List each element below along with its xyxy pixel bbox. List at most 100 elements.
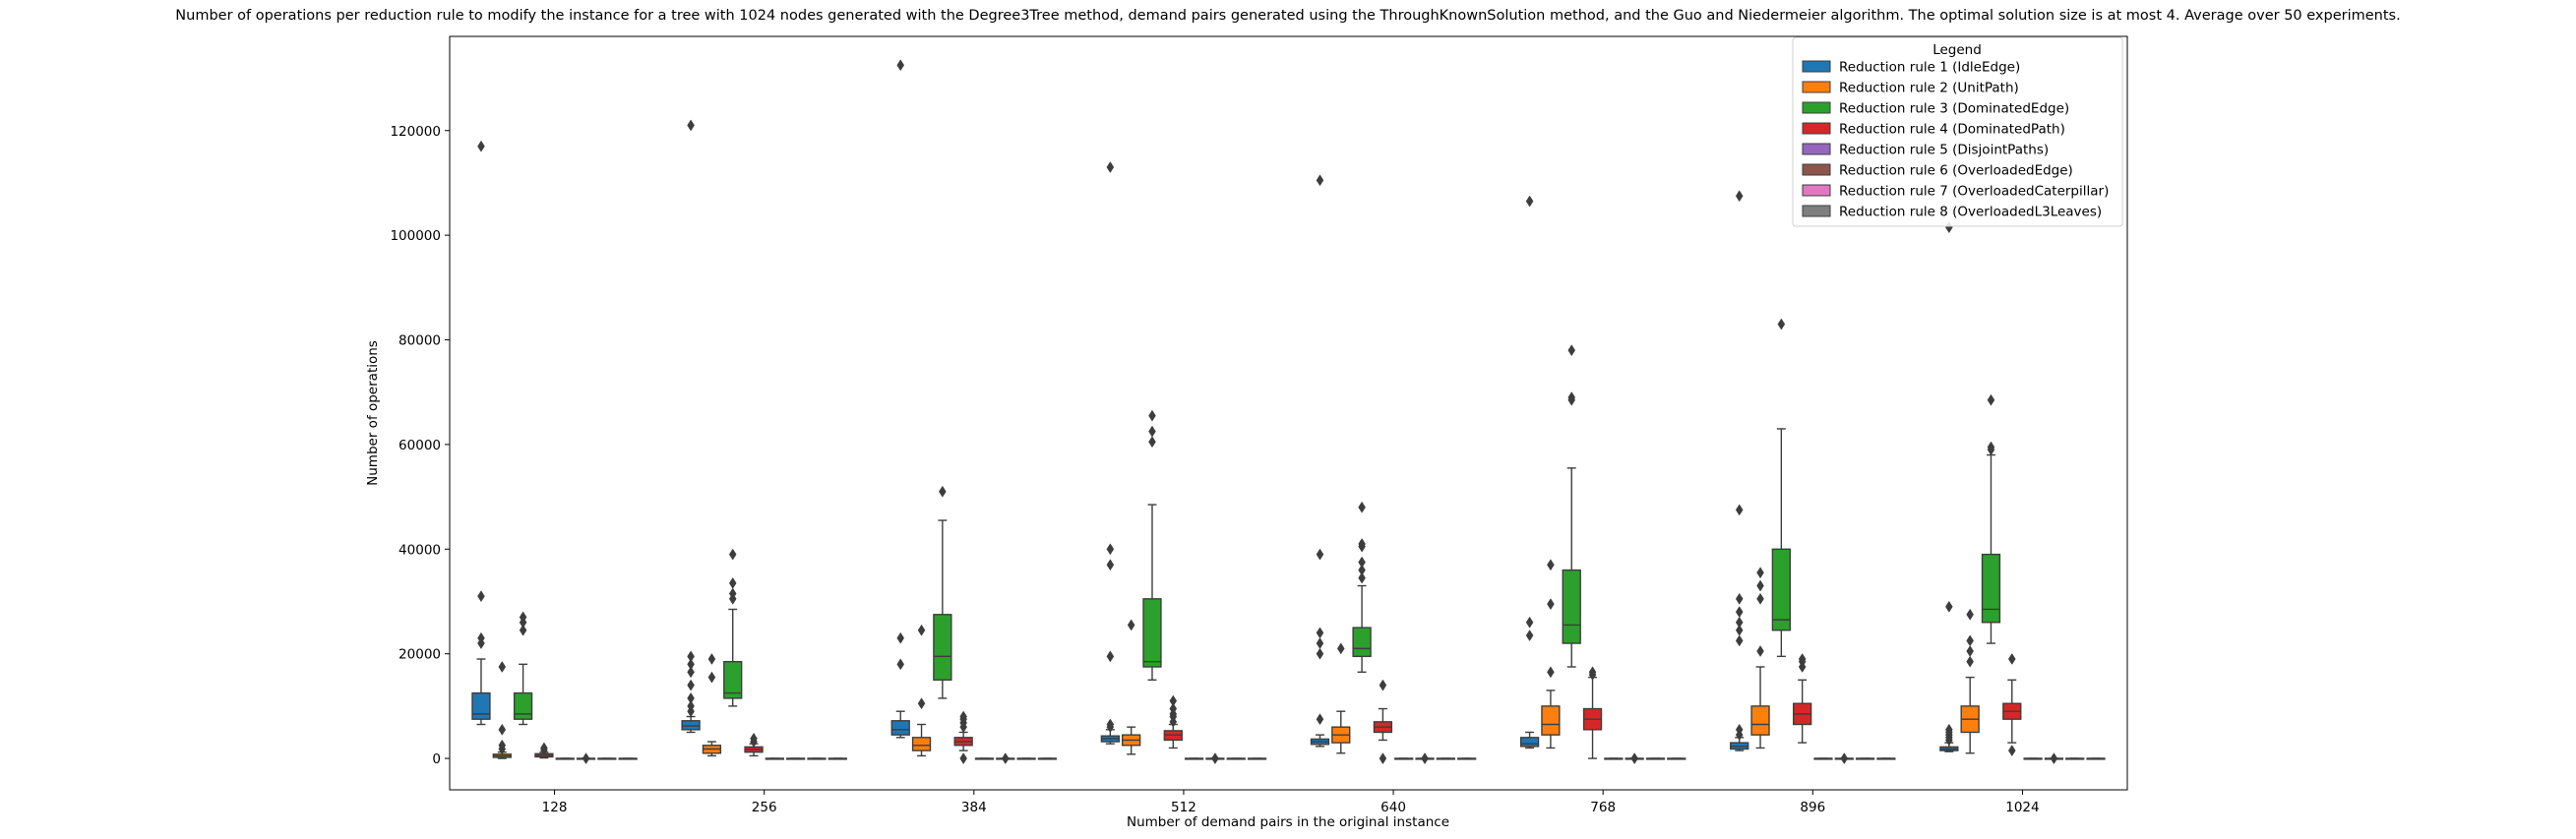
x-tick-label: 128	[542, 800, 568, 815]
outlier-point	[1735, 634, 1744, 647]
outlier-point	[1106, 543, 1115, 556]
outlier-point	[1127, 619, 1135, 631]
legend-label: Reduction rule 1 (IdleEdge)	[1839, 60, 2020, 76]
outlier-point	[1547, 559, 1555, 571]
outlier-point	[1735, 616, 1744, 629]
series-group	[492, 559, 1980, 759]
outlier-point	[1567, 391, 1576, 404]
outlier-point	[2007, 745, 2016, 757]
series-group	[618, 757, 2106, 760]
box	[933, 614, 952, 681]
outlier-point	[728, 548, 737, 561]
outlier-point	[687, 650, 695, 663]
outlier-point	[1945, 600, 1953, 613]
y-tick-label: 60000	[399, 438, 441, 453]
outlier-point	[1547, 598, 1555, 611]
outlier-point	[1756, 579, 1764, 592]
x-tick-label: 1024	[2005, 800, 2039, 815]
legend-swatch	[1802, 81, 1831, 93]
outlier-point	[498, 739, 507, 751]
box	[1981, 553, 2001, 624]
outlier-point	[1148, 436, 1156, 449]
outlier-point	[1756, 567, 1764, 579]
outlier-point	[477, 631, 485, 644]
outlier-point	[1630, 752, 1638, 765]
outlier-point	[707, 653, 716, 665]
outlier-point	[1735, 624, 1744, 636]
outlier-point	[1525, 629, 1534, 642]
outlier-point	[1148, 409, 1156, 422]
outlier-point	[1966, 655, 1974, 668]
outlier-point	[1525, 616, 1534, 629]
legend-swatch	[1802, 122, 1831, 135]
x-tick-label: 640	[1380, 800, 1406, 815]
outlier-point	[1316, 713, 1324, 726]
box	[1562, 569, 1581, 644]
outlier-point	[1358, 538, 1366, 550]
x-axis-label: Number of demand pairs in the original i…	[1127, 814, 1449, 830]
outlier-point	[1358, 564, 1366, 576]
plot-area	[449, 35, 2128, 791]
box	[1352, 627, 1372, 658]
legend-swatch	[1802, 60, 1831, 73]
y-axis-label: Number of operations	[365, 340, 381, 486]
outlier-point	[1148, 425, 1156, 438]
legend-swatch	[1802, 163, 1831, 176]
outlier-point	[896, 631, 905, 644]
y-tick-label: 40000	[399, 542, 441, 558]
chart-title: Number of operations per reduction rule …	[175, 8, 2400, 24]
series-group	[576, 752, 2064, 765]
outlier-point	[582, 752, 590, 765]
legend-label: Reduction rule 3 (DominatedEdge)	[1839, 101, 2069, 117]
outlier-point	[1966, 608, 1974, 621]
legend-label: Reduction rule 5 (DisjointPaths)	[1839, 143, 2049, 158]
outlier-point	[1525, 195, 1534, 208]
box	[890, 720, 910, 736]
outlier-point	[917, 697, 926, 710]
box	[1750, 705, 1770, 736]
outlier-point	[687, 679, 695, 691]
legend-label: Reduction rule 2 (UnitPath)	[1839, 81, 2019, 96]
x-tick-label: 384	[961, 800, 987, 815]
outlier-point	[1840, 752, 1849, 765]
outlier-point	[959, 710, 967, 723]
box	[1519, 737, 1540, 748]
outlier-point	[1379, 679, 1387, 691]
x-tick-label: 768	[1590, 800, 1616, 815]
outlier-point	[477, 140, 485, 152]
legend-frame	[1792, 36, 2123, 227]
outlier-point	[728, 576, 737, 589]
legend-swatch	[1802, 143, 1831, 155]
outlier-point	[1798, 653, 1807, 665]
outlier-point	[1987, 393, 1995, 406]
outlier-point	[1336, 642, 1345, 655]
outlier-point	[1358, 571, 1366, 584]
outlier-point	[1547, 666, 1555, 679]
outlier-point	[519, 611, 527, 624]
outlier-point	[1735, 592, 1744, 605]
outlier-point	[1567, 344, 1576, 357]
series-group	[471, 59, 1959, 752]
x-axis: 128 256 384 512 640 768 896 1024	[542, 790, 2040, 815]
outlier-point	[1106, 161, 1115, 173]
box-groups	[471, 59, 2106, 765]
outlier-point	[2007, 653, 2016, 665]
legend-label: Reduction rule 4 (DominatedPath)	[1839, 122, 2065, 138]
box	[911, 737, 932, 751]
box	[1771, 548, 1791, 631]
outlier-point	[1379, 752, 1387, 765]
series-group	[534, 653, 2022, 765]
outlier-point	[939, 485, 947, 498]
x-tick-label: 256	[752, 800, 777, 815]
outlier-point	[1735, 504, 1744, 516]
outlier-point	[1001, 752, 1010, 765]
legend-swatch	[1802, 101, 1831, 114]
outlier-point	[498, 723, 507, 736]
outlier-point	[1106, 650, 1115, 663]
legend-title: Legend	[1932, 42, 1982, 58]
y-tick-label: 120000	[390, 124, 441, 140]
outlier-point	[1106, 718, 1115, 731]
outlier-point	[1316, 174, 1324, 187]
box	[471, 691, 491, 720]
